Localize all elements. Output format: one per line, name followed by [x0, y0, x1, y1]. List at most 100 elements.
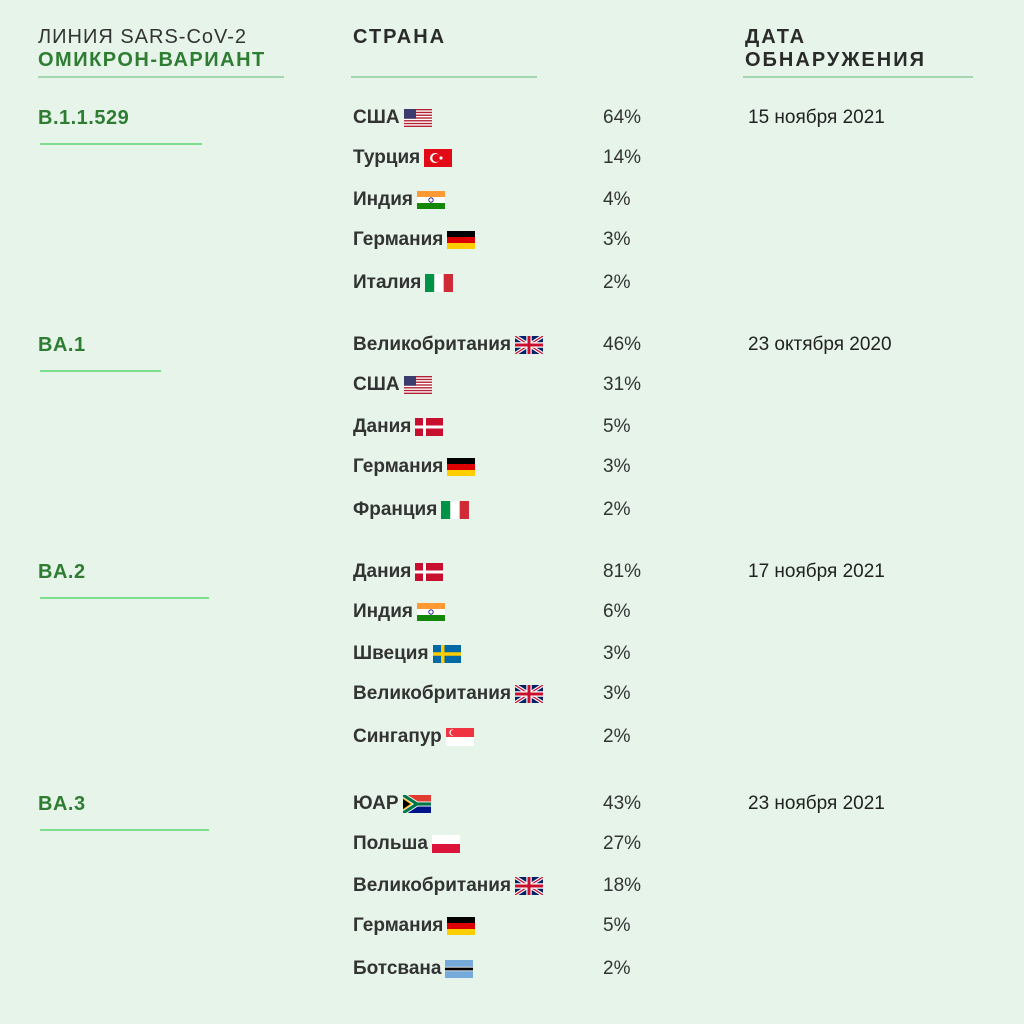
lineage-underline: [40, 829, 209, 831]
lineage-name: B.1.1.529: [38, 107, 130, 129]
country-name: Швеция: [353, 643, 429, 664]
country-cell: Дания: [353, 416, 444, 438]
country-row: ЮАР 43%: [0, 793, 1024, 823]
country-cell: Сингапур: [353, 726, 474, 748]
lineage-name: BA.2: [38, 561, 86, 583]
country-cell: Индия: [353, 189, 445, 211]
usa-flag-icon: [403, 109, 432, 127]
country-name: Италия: [353, 272, 422, 293]
country-name: Индия: [353, 601, 413, 622]
share-percent: 2%: [603, 499, 631, 520]
share-percent: 64%: [603, 107, 642, 128]
country-row: Франция 2%: [0, 499, 1024, 529]
uk-flag-icon: [515, 877, 544, 895]
country-row: Италия 2%: [0, 272, 1024, 302]
country-cell: Великобритания: [353, 875, 544, 897]
share-percent: 3%: [603, 229, 631, 250]
country-name: Германия: [353, 915, 444, 936]
germany-flag-icon: [447, 231, 476, 249]
country-name: США: [353, 107, 400, 128]
country-row: Великобритания 3%: [0, 683, 1024, 713]
country-row: Германия 3%: [0, 229, 1024, 259]
country-name: Польша: [353, 833, 428, 854]
share-percent: 43%: [603, 793, 642, 814]
turkey-flag-icon: [424, 149, 453, 167]
italy-flag-icon: [441, 501, 470, 519]
share-percent: 2%: [603, 272, 631, 293]
country-cell: Германия: [353, 456, 476, 478]
lineage-header-line2: ОМИКРОН-ВАРИАНТ: [38, 49, 266, 71]
denmark-flag-icon: [415, 563, 444, 581]
detection-date: 23 ноября 2021: [748, 793, 885, 814]
detection-date: 23 октября 2020: [748, 334, 892, 355]
uk-flag-icon: [515, 685, 544, 703]
country-cell: Германия: [353, 229, 476, 251]
country-cell: Ботсвана: [353, 958, 474, 980]
country-cell: Германия: [353, 915, 476, 937]
lineage-name: BA.3: [38, 793, 86, 815]
country-row: Дания 5%: [0, 416, 1024, 446]
country-name: Великобритания: [353, 334, 512, 355]
country-cell: Польша: [353, 833, 460, 855]
share-percent: 2%: [603, 726, 631, 747]
lineage-underline: [40, 597, 209, 599]
india-flag-icon: [416, 191, 445, 209]
detection-date: 15 ноября 2021: [748, 107, 885, 128]
share-percent: 27%: [603, 833, 642, 854]
share-percent: 5%: [603, 416, 631, 437]
share-percent: 3%: [603, 643, 631, 664]
denmark-flag-icon: [415, 418, 444, 436]
country-row: США 31%: [0, 374, 1024, 404]
usa-flag-icon: [403, 376, 432, 394]
country-cell: США: [353, 374, 432, 396]
country-name: Ботсвана: [353, 958, 442, 979]
share-percent: 4%: [603, 189, 631, 210]
detection-date: 17 ноября 2021: [748, 561, 885, 582]
date-header-line1: ДАТА: [745, 26, 807, 48]
share-percent: 6%: [603, 601, 631, 622]
south-africa-flag-icon: [402, 795, 431, 813]
country-cell: США: [353, 107, 432, 129]
share-percent: 3%: [603, 683, 631, 704]
country-name: Сингапур: [353, 726, 442, 747]
country-name: Великобритания: [353, 875, 512, 896]
germany-flag-icon: [447, 458, 476, 476]
sweden-flag-icon: [432, 645, 461, 663]
country-name: США: [353, 374, 400, 395]
lineage-underline: [40, 143, 202, 145]
country-header-divider: [351, 76, 537, 78]
country-name: Индия: [353, 189, 413, 210]
country-row: США 64%: [0, 107, 1024, 137]
country-cell: ЮАР: [353, 793, 431, 815]
lineage-header-divider: [38, 76, 284, 78]
share-percent: 81%: [603, 561, 642, 582]
lineage-name: BA.1: [38, 334, 86, 356]
botswana-flag-icon: [445, 960, 474, 978]
country-row: Индия 6%: [0, 601, 1024, 631]
country-row: Дания 81%: [0, 561, 1024, 591]
country-cell: Дания: [353, 561, 444, 583]
lineage-underline: [40, 370, 161, 372]
country-cell: Великобритания: [353, 334, 544, 356]
country-name: Турция: [353, 147, 421, 168]
uk-flag-icon: [515, 336, 544, 354]
date-header: ДАТА ОБНАРУЖЕНИЯ: [745, 26, 926, 72]
country-row: Великобритания 46%: [0, 334, 1024, 364]
country-cell: Швеция: [353, 643, 461, 665]
singapore-flag-icon: [445, 728, 474, 746]
country-header: СТРАНА: [353, 26, 447, 48]
country-row: Великобритания 18%: [0, 875, 1024, 905]
country-name: Германия: [353, 229, 444, 250]
country-cell: Индия: [353, 601, 445, 623]
share-percent: 31%: [603, 374, 642, 395]
country-row: Турция 14%: [0, 147, 1024, 177]
share-percent: 2%: [603, 958, 631, 979]
country-row: Швеция 3%: [0, 643, 1024, 673]
country-row: Германия 3%: [0, 456, 1024, 486]
date-header-line2: ОБНАРУЖЕНИЯ: [745, 49, 926, 71]
share-percent: 3%: [603, 456, 631, 477]
country-name: Дания: [353, 561, 412, 582]
country-name: ЮАР: [353, 793, 399, 814]
country-cell: Великобритания: [353, 683, 544, 705]
country-name: Германия: [353, 456, 444, 477]
